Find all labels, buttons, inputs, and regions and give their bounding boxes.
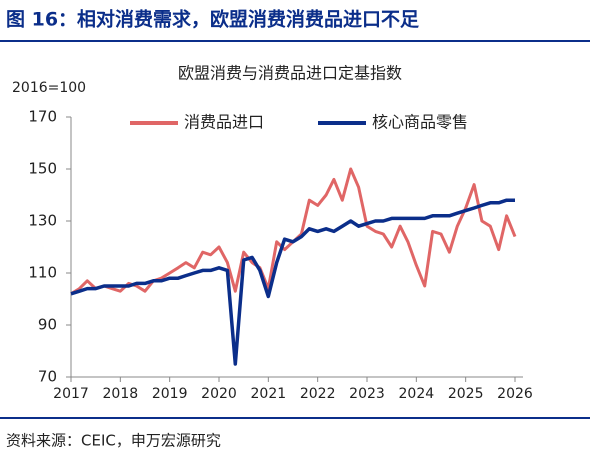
x-tick-label: 2020 [201, 386, 237, 402]
y-tick-label: 110 [28, 264, 57, 282]
y-tick-label: 90 [38, 316, 57, 334]
x-tick-label: 2024 [399, 386, 435, 402]
x-tick-label: 2023 [349, 386, 385, 402]
x-tick-label: 2022 [300, 386, 336, 402]
x-tick-label: 2018 [103, 386, 139, 402]
y-tick-label: 70 [38, 368, 57, 386]
x-tick-label: 2025 [448, 386, 484, 402]
x-tick-label: 2026 [497, 386, 533, 402]
legend-label: 消费品进口 [184, 113, 264, 132]
y-tick-label: 130 [28, 212, 57, 230]
series-line [70, 198, 515, 366]
y-tick-label: 170 [28, 108, 57, 126]
chart-title: 欧盟消费与消费品进口定基指数 [178, 64, 402, 83]
series-line [70, 167, 517, 296]
source: 资料来源：CEIC，申万宏源研究 [6, 432, 221, 450]
x-tick-label: 2019 [152, 386, 188, 402]
legend-label: 核心商品零售 [372, 113, 468, 132]
figure-title: 图 16：相对消费需求，欧盟消费消费品进口不足 [6, 8, 420, 31]
y-tick-label: 150 [28, 160, 57, 178]
x-tick-label: 2017 [53, 386, 89, 402]
x-tick-label: 2021 [251, 386, 287, 402]
unit-label: 2016=100 [12, 80, 86, 96]
